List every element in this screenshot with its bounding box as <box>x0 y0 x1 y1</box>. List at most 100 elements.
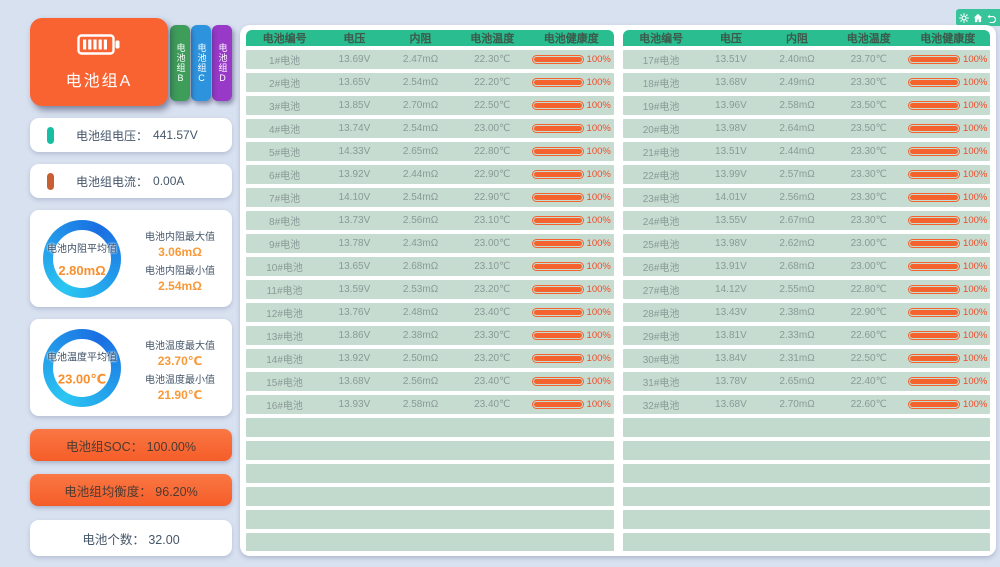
health-percent: 100% <box>586 399 611 410</box>
health-bar <box>531 331 584 340</box>
cell-temperature: 23.30℃ <box>850 192 887 203</box>
table-row: 5#电池 14.33V 2.65mΩ 22.80℃ 100% <box>246 142 614 161</box>
home-icon[interactable] <box>973 13 983 23</box>
cell-resistance: 2.53mΩ <box>402 284 439 295</box>
resistance-avg-label: 电池内阻平均值 <box>47 243 117 255</box>
cell-battery-id: 3#电池 <box>269 102 301 113</box>
cell-battery-id: 21#电池 <box>642 148 680 159</box>
cell-health: 100% <box>905 376 990 387</box>
cell-temperature: 23.50℃ <box>850 100 887 111</box>
health-percent: 100% <box>586 123 611 134</box>
undo-arrow-icon[interactable] <box>987 13 997 23</box>
cell-battery-id: 14#电池 <box>266 355 303 366</box>
health-percent: 100% <box>963 192 988 203</box>
cell-temperature: 23.40℃ <box>474 399 511 410</box>
cell-temperature: 23.00℃ <box>850 238 887 249</box>
cell-resistance: 2.56mΩ <box>779 192 815 203</box>
health-percent: 100% <box>586 192 611 203</box>
cell-battery-id: 9#电池 <box>269 240 301 251</box>
cell-resistance: 2.56mΩ <box>402 215 439 226</box>
header-voltage: 电压 <box>343 33 366 45</box>
cell-health: 100% <box>905 261 990 272</box>
table-row: 16#电池 13.93V 2.58mΩ 23.40℃ 100% <box>246 395 614 414</box>
health-bar <box>908 377 961 386</box>
cell-health: 100% <box>529 54 614 65</box>
cell-resistance: 2.33mΩ <box>779 330 815 341</box>
table-row-empty <box>622 441 990 460</box>
health-bar <box>908 216 961 225</box>
table-row: 11#电池 13.59V 2.53mΩ 23.20℃ 100% <box>246 280 614 299</box>
cell-voltage: 13.81V <box>715 330 747 341</box>
tab-battery-group-b[interactable]: 电池组B <box>170 25 190 101</box>
cell-voltage: 14.12V <box>715 284 747 295</box>
cell-battery-id: 31#电池 <box>642 378 680 389</box>
cell-voltage: 13.76V <box>338 307 371 318</box>
cell-temperature: 22.60℃ <box>850 399 887 410</box>
cell-health: 100% <box>529 307 614 318</box>
table-header: 电池编号 电压 内阻 电池温度 电池健康度 <box>622 30 990 46</box>
cell-health: 100% <box>529 284 614 295</box>
cell-voltage: 13.51V <box>715 146 747 157</box>
cell-resistance: 2.31mΩ <box>779 353 815 364</box>
cell-resistance: 2.55mΩ <box>779 284 815 295</box>
cell-temperature: 23.10℃ <box>474 215 511 226</box>
tab-battery-group-c[interactable]: 电池组C <box>191 25 211 101</box>
cell-health: 100% <box>905 353 990 364</box>
pack-current-label: 电池组电流： <box>76 174 149 189</box>
health-percent: 100% <box>586 261 611 272</box>
cell-health: 100% <box>905 169 990 180</box>
cell-battery-id: 12#电池 <box>266 309 303 320</box>
cell-voltage: 13.59V <box>338 284 371 295</box>
pack-current-card: 电池组电流： 0.00A <box>30 164 232 198</box>
cell-temperature: 23.40℃ <box>474 376 511 387</box>
cell-battery-id: 15#电池 <box>266 378 303 389</box>
cell-voltage: 13.98V <box>715 238 747 249</box>
cell-voltage: 13.69V <box>338 54 371 65</box>
health-bar <box>908 147 961 156</box>
cell-voltage: 13.73V <box>338 215 371 226</box>
tab-battery-group-a-active[interactable]: 电池组A <box>30 18 168 106</box>
cell-resistance: 2.49mΩ <box>779 77 815 88</box>
cell-health: 100% <box>529 330 614 341</box>
cell-resistance: 2.38mΩ <box>779 307 815 318</box>
health-bar <box>908 55 961 64</box>
soc-button[interactable]: 电池组SOC： 100.00% <box>30 429 232 461</box>
cell-health: 100% <box>529 215 614 226</box>
tab-battery-group-d[interactable]: 电池组D <box>212 25 232 101</box>
cell-resistance: 2.64mΩ <box>779 123 815 134</box>
health-percent: 100% <box>963 284 988 295</box>
health-bar <box>531 308 584 317</box>
cell-voltage: 13.68V <box>338 376 371 387</box>
cell-health: 100% <box>905 146 990 157</box>
soc-label: 电池组SOC： <box>66 439 144 454</box>
table-row-empty <box>246 487 614 506</box>
gear-icon[interactable] <box>959 12 969 23</box>
battery-tables-panel: 电池编号 电压 内阻 电池温度 电池健康度 1#电池 13.69V 2.47mΩ 22… <box>240 25 996 556</box>
balance-button[interactable]: 电池组均衡度： 96.20% <box>30 474 232 506</box>
header-health: 电池健康度 <box>920 33 976 45</box>
cell-count-card: 电池个数： 32.00 <box>30 520 232 556</box>
cell-battery-id: 22#电池 <box>642 171 680 182</box>
health-percent: 100% <box>586 376 611 387</box>
window-toolbar <box>956 9 1000 26</box>
health-bar <box>531 101 584 110</box>
cell-resistance: 2.57mΩ <box>779 169 815 180</box>
health-bar <box>531 124 584 133</box>
health-bar <box>908 239 961 248</box>
cell-health: 100% <box>905 77 990 88</box>
cell-health: 100% <box>529 238 614 249</box>
header-temperature: 电池温度 <box>846 33 891 45</box>
health-bar <box>908 331 961 340</box>
cell-health: 100% <box>905 100 990 111</box>
cell-temperature: 22.80℃ <box>474 146 511 157</box>
cell-resistance: 2.56mΩ <box>402 376 439 387</box>
cell-health: 100% <box>529 123 614 134</box>
table-row: 6#电池 13.92V 2.44mΩ 22.90℃ 100% <box>246 165 614 184</box>
cell-health: 100% <box>529 192 614 203</box>
table-row: 23#电池 14.01V 2.56mΩ 23.30℃ 100% <box>622 188 990 207</box>
resistance-gauge-card: 电池内阻平均值 2.80mΩ 电池内阻最大值 3.06mΩ 电池内阻最小值 2.… <box>30 210 232 307</box>
table-row-empty <box>622 510 990 529</box>
cell-voltage: 13.65V <box>338 261 371 272</box>
header-battery-id: 电池编号 <box>639 33 684 45</box>
cell-health: 100% <box>905 123 990 134</box>
